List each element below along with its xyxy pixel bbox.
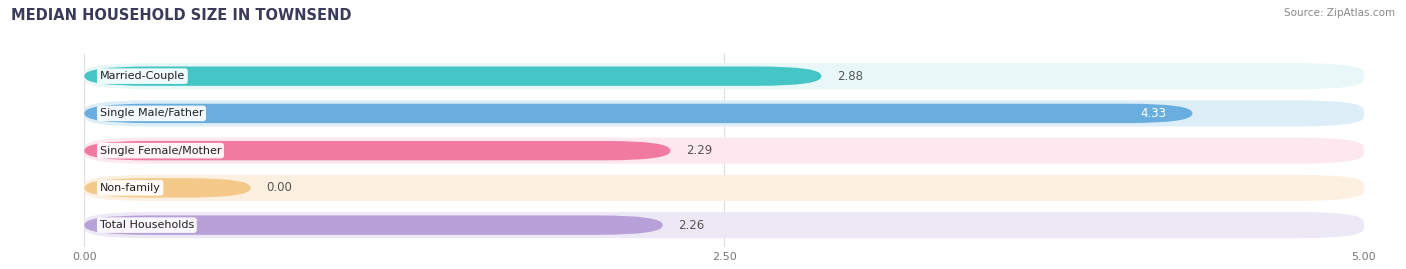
Text: Single Male/Father: Single Male/Father (100, 108, 204, 118)
Text: Source: ZipAtlas.com: Source: ZipAtlas.com (1284, 8, 1395, 18)
FancyBboxPatch shape (84, 66, 821, 86)
FancyBboxPatch shape (84, 175, 1364, 201)
Text: 2.26: 2.26 (678, 219, 704, 232)
Text: Married-Couple: Married-Couple (100, 71, 186, 81)
FancyBboxPatch shape (84, 215, 662, 235)
Text: Non-family: Non-family (100, 183, 160, 193)
FancyBboxPatch shape (84, 141, 671, 160)
FancyBboxPatch shape (84, 138, 1364, 164)
FancyBboxPatch shape (84, 104, 1192, 123)
FancyBboxPatch shape (84, 100, 1364, 126)
FancyBboxPatch shape (84, 63, 1364, 89)
FancyBboxPatch shape (84, 178, 250, 197)
Text: 2.88: 2.88 (837, 70, 863, 83)
Text: 4.33: 4.33 (1140, 107, 1167, 120)
Text: Single Female/Mother: Single Female/Mother (100, 146, 221, 156)
Text: 2.29: 2.29 (686, 144, 711, 157)
Text: MEDIAN HOUSEHOLD SIZE IN TOWNSEND: MEDIAN HOUSEHOLD SIZE IN TOWNSEND (11, 8, 352, 23)
FancyBboxPatch shape (84, 212, 1364, 238)
Text: Total Households: Total Households (100, 220, 194, 230)
Text: 0.00: 0.00 (266, 181, 292, 194)
